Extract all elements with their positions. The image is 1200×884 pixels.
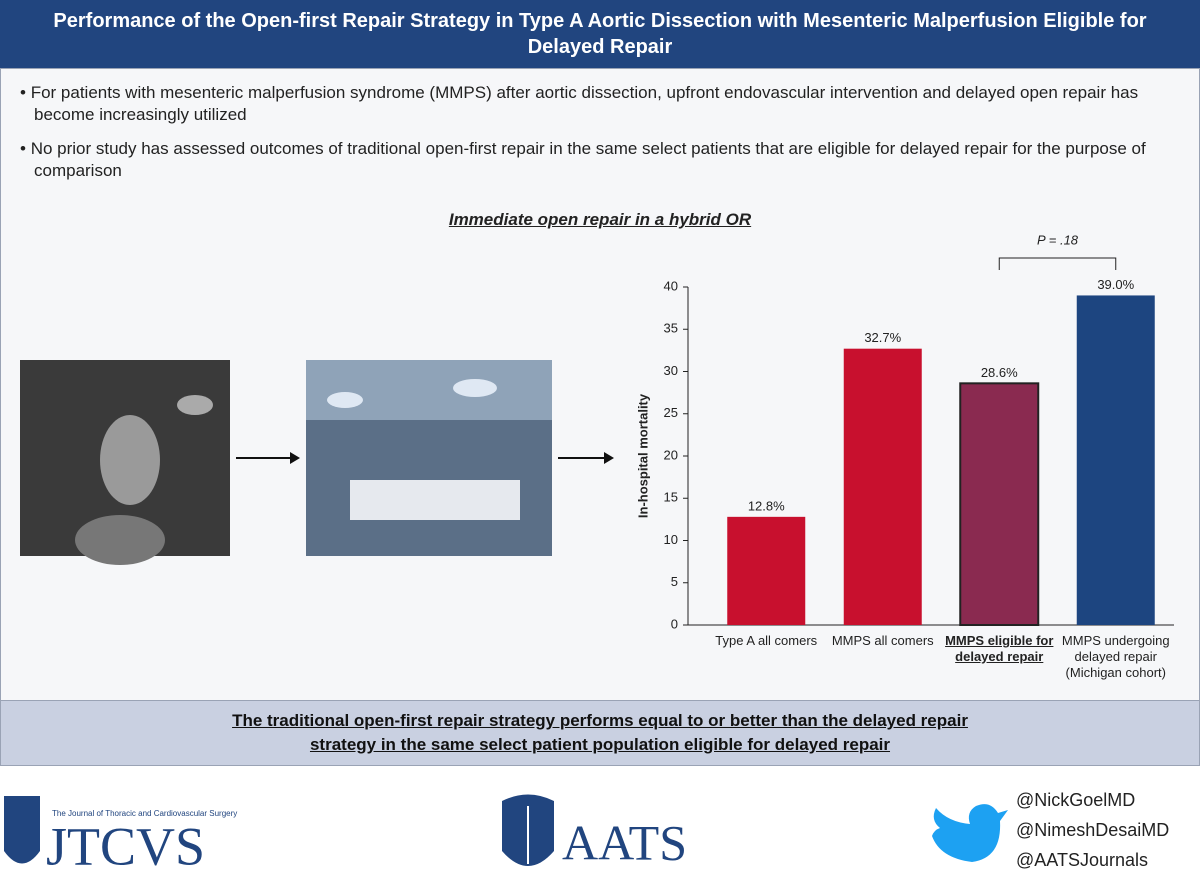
society-logo: AATS (562, 814, 687, 870)
significance-bracket (998, 257, 1117, 270)
value-label: 12.8% (748, 498, 785, 513)
or-detail (306, 360, 552, 420)
y-tick-label: 0 (671, 616, 678, 630)
bar (1076, 295, 1155, 625)
x-tick-label: Type A all comers (715, 633, 818, 648)
panel-title: Immediate open repair in a hybrid OR (448, 210, 752, 229)
journal-logo: JTCVS (46, 816, 205, 876)
y-tick-label: 35 (664, 321, 678, 336)
twitter-bird (932, 804, 1008, 862)
x-tick-label: MMPS all comers (831, 633, 934, 648)
value-label: 39.0% (1097, 277, 1134, 292)
illustrations (20, 360, 614, 565)
ct-detail (100, 415, 160, 505)
value-label: 28.6% (981, 365, 1018, 380)
conclusion-box: The traditional open-first repair strate… (0, 700, 1200, 766)
or-detail (350, 480, 520, 520)
header: Performance of the Open-first Repair Str… (0, 0, 1200, 68)
arrow-head (604, 452, 614, 464)
bullet: For patients with mesenteric malperfusio… (20, 82, 1194, 126)
y-tick-label: 40 (664, 278, 678, 293)
or-detail (327, 392, 363, 408)
journal-shield (4, 796, 40, 864)
bar (959, 382, 1040, 626)
twitter-handle: @NickGoelMD (1016, 790, 1136, 810)
y-tick-label: 10 (664, 532, 678, 547)
value-label: 32.7% (864, 330, 901, 345)
y-tick-label: 30 (664, 363, 678, 378)
footer: The Journal of Thoracic and Cardiovascul… (4, 794, 1008, 876)
y-axis-label: In-hospital mortality (635, 393, 650, 518)
bar (843, 348, 922, 625)
y-tick-label: 15 (664, 490, 678, 505)
ct-detail (177, 395, 213, 415)
ct-detail (75, 515, 165, 565)
or-detail (453, 379, 497, 397)
arrow-head (290, 452, 300, 464)
header-title: Performance of the Open-first Repair Str… (53, 10, 1147, 58)
p-value: P = .18 (1037, 232, 1079, 247)
twitter-handle: @NimeshDesaiMD (1016, 820, 1170, 840)
bar (727, 516, 806, 625)
x-tick-label: MMPS eligible for delayed repair (945, 633, 1054, 664)
y-tick-label: 25 (664, 405, 678, 420)
twitter-handle: @AATSJournals (1016, 850, 1148, 870)
chart: In-hospital mortality 0 5 10 15 20 25 30 35 40 12… (635, 232, 1174, 630)
conclusion: The traditional open-first repair strate… (232, 711, 968, 754)
bullet: No prior study has assessed outcomes of … (20, 138, 1194, 182)
y-tick-label: 5 (671, 574, 678, 589)
x-tick-label: MMPS undergoing delayed repair (Michigan… (1061, 633, 1170, 680)
journal-full-name: The Journal of Thoracic and Cardiovascul… (52, 809, 237, 818)
y-tick-label: 20 (664, 447, 678, 462)
